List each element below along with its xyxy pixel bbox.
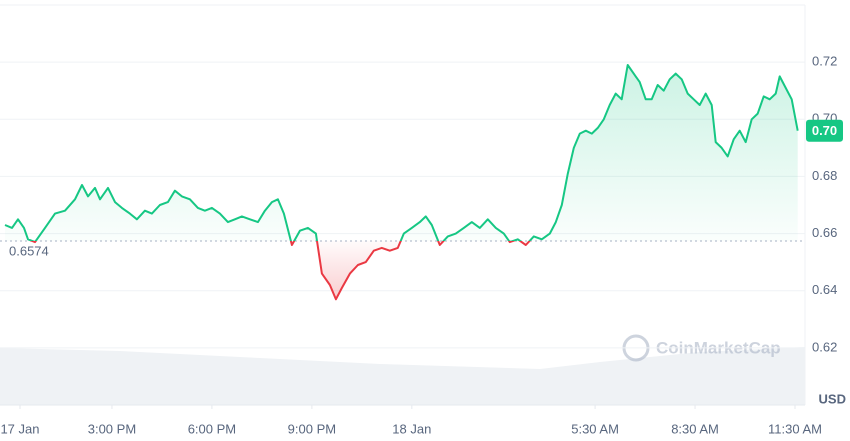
x-tick-label: 18 Jan	[392, 421, 431, 436]
current-price-badge	[806, 119, 843, 142]
volume-area	[0, 347, 805, 405]
price-line	[4, 64, 799, 301]
y-tick-label: 0.72	[812, 54, 837, 69]
baseline-label: 0.6574	[9, 243, 49, 258]
x-tick-label: 3:00 PM	[88, 421, 136, 436]
x-tick-label: 6:00 PM	[188, 421, 236, 436]
x-tick-label: 17 Jan	[0, 421, 39, 436]
x-tick-label: 5:30 AM	[571, 421, 619, 436]
y-tick-label: 0.68	[812, 168, 837, 183]
y-tick-label: 0.62	[812, 339, 837, 354]
current-price-label: 0.70	[812, 123, 837, 138]
baseline-label-bg	[4, 244, 54, 260]
y-unit: USD	[819, 391, 846, 406]
x-tick-label: 9:00 PM	[288, 421, 336, 436]
price-area	[5, 65, 798, 300]
x-tick-label: 8:30 AM	[671, 421, 719, 436]
x-tick-label: 11:30 AM	[768, 421, 822, 436]
y-tick-label: 0.66	[812, 225, 837, 240]
y-tick-label: 0.64	[812, 282, 837, 297]
